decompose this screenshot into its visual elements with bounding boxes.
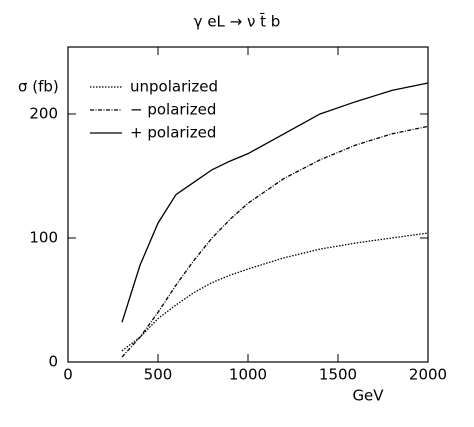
y-tick-label: 0: [48, 353, 58, 371]
x-tick-label: 0: [63, 366, 73, 384]
x-axis-label: GeV: [352, 387, 384, 405]
series-line: [121, 125, 429, 358]
legend-label: unpolarized: [130, 78, 218, 96]
y-axis-label: σ (fb): [18, 78, 59, 96]
plot-frame: [67, 46, 429, 363]
y-tick-label: 100: [29, 228, 58, 246]
series-line: [121, 232, 429, 352]
chart-title: γ eL → ν t̄ b: [194, 12, 281, 31]
legend-label: − polarized: [130, 101, 216, 119]
x-tick-label: 2000: [409, 366, 447, 384]
legend-label: + polarized: [130, 124, 216, 142]
x-tick-label: 1500: [319, 366, 357, 384]
x-tick-label: 1000: [229, 366, 267, 384]
y-tick-label: 200: [29, 104, 58, 122]
series-line: [121, 82, 429, 323]
x-tick-label: 500: [144, 366, 173, 384]
